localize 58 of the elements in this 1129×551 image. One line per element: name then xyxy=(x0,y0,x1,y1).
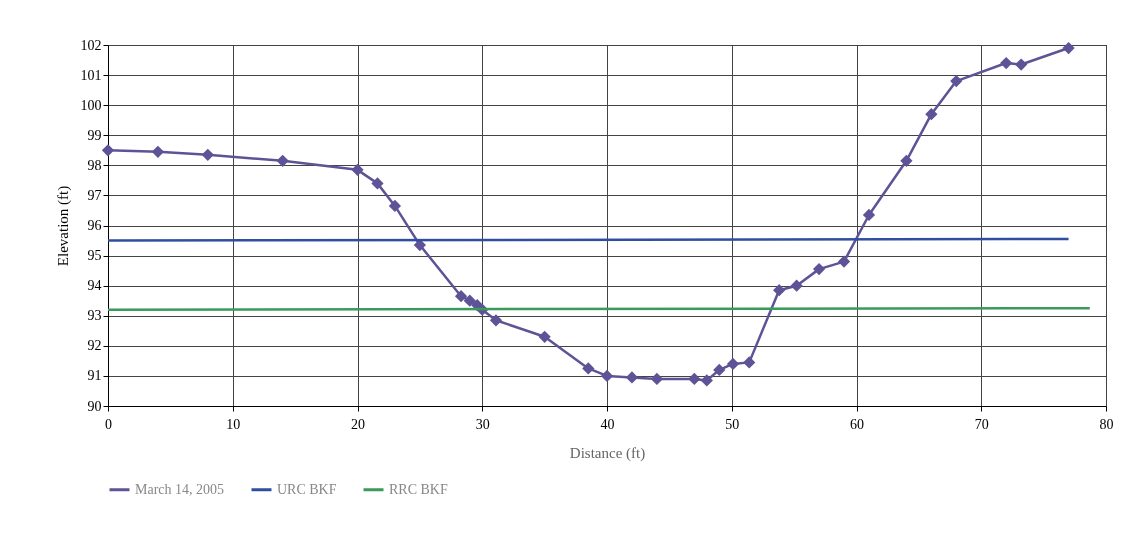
x-tick-label: 0 xyxy=(105,416,112,432)
point xyxy=(1015,58,1028,71)
y-tick-label: 90 xyxy=(87,398,102,414)
point xyxy=(1000,56,1013,70)
x-tick-label: 10 xyxy=(226,416,241,432)
y-tick-label: 93 xyxy=(87,308,102,324)
point xyxy=(454,290,468,303)
point xyxy=(743,356,756,369)
y-tick-label: 102 xyxy=(80,37,102,53)
point xyxy=(688,372,701,386)
x-tick-label: 50 xyxy=(725,416,740,432)
point xyxy=(582,362,595,375)
point xyxy=(351,163,364,176)
x-tick-label: 60 xyxy=(850,416,864,432)
point xyxy=(726,357,740,371)
y-tick-label: 98 xyxy=(87,157,102,173)
point xyxy=(790,279,803,292)
legend-label: March 14, 2005 xyxy=(135,481,225,497)
point xyxy=(463,294,476,307)
y-tick-label: 97 xyxy=(87,187,102,203)
y-tick-label: 92 xyxy=(87,338,102,354)
legend-label: URC BKF xyxy=(277,481,337,497)
y-tick-label: 101 xyxy=(80,67,102,83)
point xyxy=(713,363,726,377)
x-tick-label: 30 xyxy=(475,416,490,432)
point xyxy=(151,145,165,158)
point xyxy=(625,371,639,384)
point xyxy=(925,108,938,121)
y-tick-label: 91 xyxy=(87,368,102,384)
point xyxy=(489,314,503,327)
point xyxy=(371,177,384,190)
y-axis-title: Elevation (ft) xyxy=(54,185,72,267)
x-tick-label: 80 xyxy=(1099,416,1114,432)
point xyxy=(950,74,963,88)
point xyxy=(812,263,826,276)
point xyxy=(600,369,614,383)
point xyxy=(837,255,851,268)
point xyxy=(388,199,402,213)
point xyxy=(650,372,664,386)
point xyxy=(773,284,786,297)
y-tick-label: 100 xyxy=(80,97,102,113)
y-tick-label: 96 xyxy=(87,218,102,233)
point xyxy=(700,374,713,387)
point xyxy=(201,148,214,161)
x-tick-label: 20 xyxy=(351,416,365,432)
x-tick-label: 40 xyxy=(600,416,615,432)
y-tick-label: 94 xyxy=(87,278,102,294)
x-tick-label: 70 xyxy=(974,416,989,432)
y-tick-label: 99 xyxy=(87,127,102,143)
point xyxy=(862,208,876,222)
legend-label: RRC BKF xyxy=(389,481,448,497)
y-tick-label: 95 xyxy=(87,248,102,264)
point xyxy=(101,144,115,157)
point xyxy=(538,330,551,343)
point xyxy=(1062,41,1075,55)
x-axis-title: Distance (ft) xyxy=(569,444,646,462)
point xyxy=(900,154,913,167)
point xyxy=(276,154,289,167)
